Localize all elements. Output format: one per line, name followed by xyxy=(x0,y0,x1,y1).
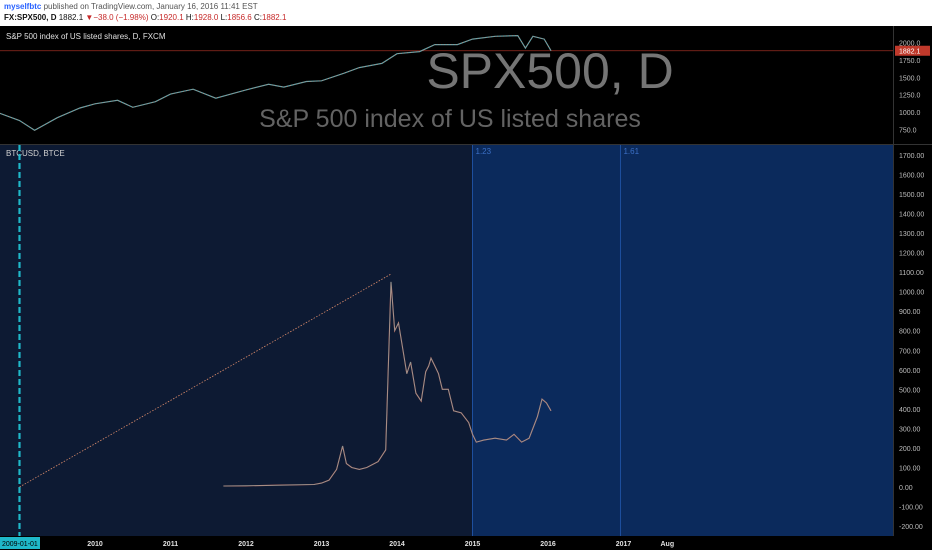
low-label: L: xyxy=(220,13,228,22)
symbol-label: FX:SPX500, D xyxy=(4,13,57,22)
top-y-tick-label: 1250.0 xyxy=(899,93,921,100)
bottom-y-tick-label: 1100.00 xyxy=(899,270,924,277)
top-pane-background xyxy=(0,26,932,144)
x-tick-label: 2011 xyxy=(163,541,178,548)
bottom-y-tick-label: 400.00 xyxy=(899,407,921,414)
trend-line xyxy=(19,273,392,488)
publish-line: myselfbtc published on TradingView.com, … xyxy=(4,2,258,11)
watermark-symbol: SPX500, D xyxy=(426,43,673,99)
last-price-tag xyxy=(895,45,930,56)
chart-canvas[interactable]: SPX500, D S&P 500 index of US listed shar… xyxy=(0,26,932,550)
bottom-y-tick-label: 1300.00 xyxy=(899,231,924,238)
top-y-tick-label: 1500.0 xyxy=(899,75,921,82)
bottom-y-tick-label: -200.00 xyxy=(899,524,923,531)
x-tick-label: 2012 xyxy=(238,541,254,548)
bottom-y-tick-label: 700.00 xyxy=(899,348,921,355)
bottom-y-tick-label: 0.00 xyxy=(899,485,913,492)
top-y-tick-label: 750.0 xyxy=(899,128,917,135)
top-pane-title: S&P 500 index of US listed shares, D, FX… xyxy=(6,32,166,41)
bottom-y-tick-label: 1000.00 xyxy=(899,290,924,297)
bottom-y-tick-label: 800.00 xyxy=(899,329,921,336)
bottom-y-tick-label: 300.00 xyxy=(899,426,921,433)
high-value: 1928.0 xyxy=(193,13,219,22)
fib-label: 1.61 xyxy=(623,147,639,156)
open-label: O: xyxy=(150,13,160,22)
bottom-y-tick-label: 900.00 xyxy=(899,309,921,316)
bottom-price-axis xyxy=(893,145,932,536)
ohlc-line: FX:SPX500, D 1882.1 ▼−38.0 (−1.98%) O:19… xyxy=(4,13,286,22)
spx-price-line-down xyxy=(0,35,552,131)
btc-price-line-up xyxy=(223,281,552,487)
close-value: 1882.1 xyxy=(261,13,287,22)
bottom-y-tick-label: 1700.00 xyxy=(899,153,924,160)
watermark-description: S&P 500 index of US listed shares xyxy=(259,105,641,133)
x-tick-label: 2010 xyxy=(87,541,103,548)
bottom-y-tick-label: 600.00 xyxy=(899,368,921,375)
bottom-y-tick-label: -100.00 xyxy=(899,505,923,512)
top-y-tick-label: 2000.0 xyxy=(899,41,921,48)
bottom-y-tick-label: 1500.00 xyxy=(899,192,924,199)
start-date-tag xyxy=(0,537,40,549)
time-axis xyxy=(0,536,932,550)
last-price: 1882.1 xyxy=(58,13,84,22)
x-tick-label: 2014 xyxy=(389,541,405,548)
price-change: −38.0 (−1.98%) xyxy=(93,13,149,22)
bottom-y-tick-label: 100.00 xyxy=(899,465,921,472)
down-triangle-icon: ▼ xyxy=(85,13,94,22)
close-label: C: xyxy=(253,13,262,22)
author-link[interactable]: myselfbtc xyxy=(4,2,42,11)
published-text: published on TradingView.com, January 16… xyxy=(43,2,258,11)
x-tick-label: Aug xyxy=(660,541,674,548)
x-tick-label: 2017 xyxy=(616,541,632,548)
bottom-y-tick-label: 1200.00 xyxy=(899,251,924,258)
bottom-y-tick-label: 1400.00 xyxy=(899,212,924,219)
bottom-y-tick-label: 500.00 xyxy=(899,387,921,394)
publish-header: myselfbtc published on TradingView.com, … xyxy=(0,0,932,26)
x-tick-label: 2015 xyxy=(465,541,481,548)
open-value: 1920.1 xyxy=(159,13,184,22)
fib-time-zone xyxy=(472,145,893,536)
bottom-y-tick-label: 1600.00 xyxy=(899,172,924,179)
top-y-tick-label: 1000.0 xyxy=(899,110,921,117)
x-tick-label: 2013 xyxy=(314,541,330,548)
last-price-tag-label: 1882.1 xyxy=(899,49,921,56)
high-label: H: xyxy=(185,13,194,22)
fib-label: 1.23 xyxy=(476,147,492,156)
low-value: 1856.6 xyxy=(227,13,252,22)
start-date-label: 2009-01-01 xyxy=(2,541,38,548)
top-y-tick-label: 1750.0 xyxy=(899,58,921,65)
bottom-pane-title: BTCUSD, BTCE xyxy=(6,149,65,158)
x-tick-label: 2016 xyxy=(540,541,556,548)
bottom-y-tick-label: 200.00 xyxy=(899,446,921,453)
